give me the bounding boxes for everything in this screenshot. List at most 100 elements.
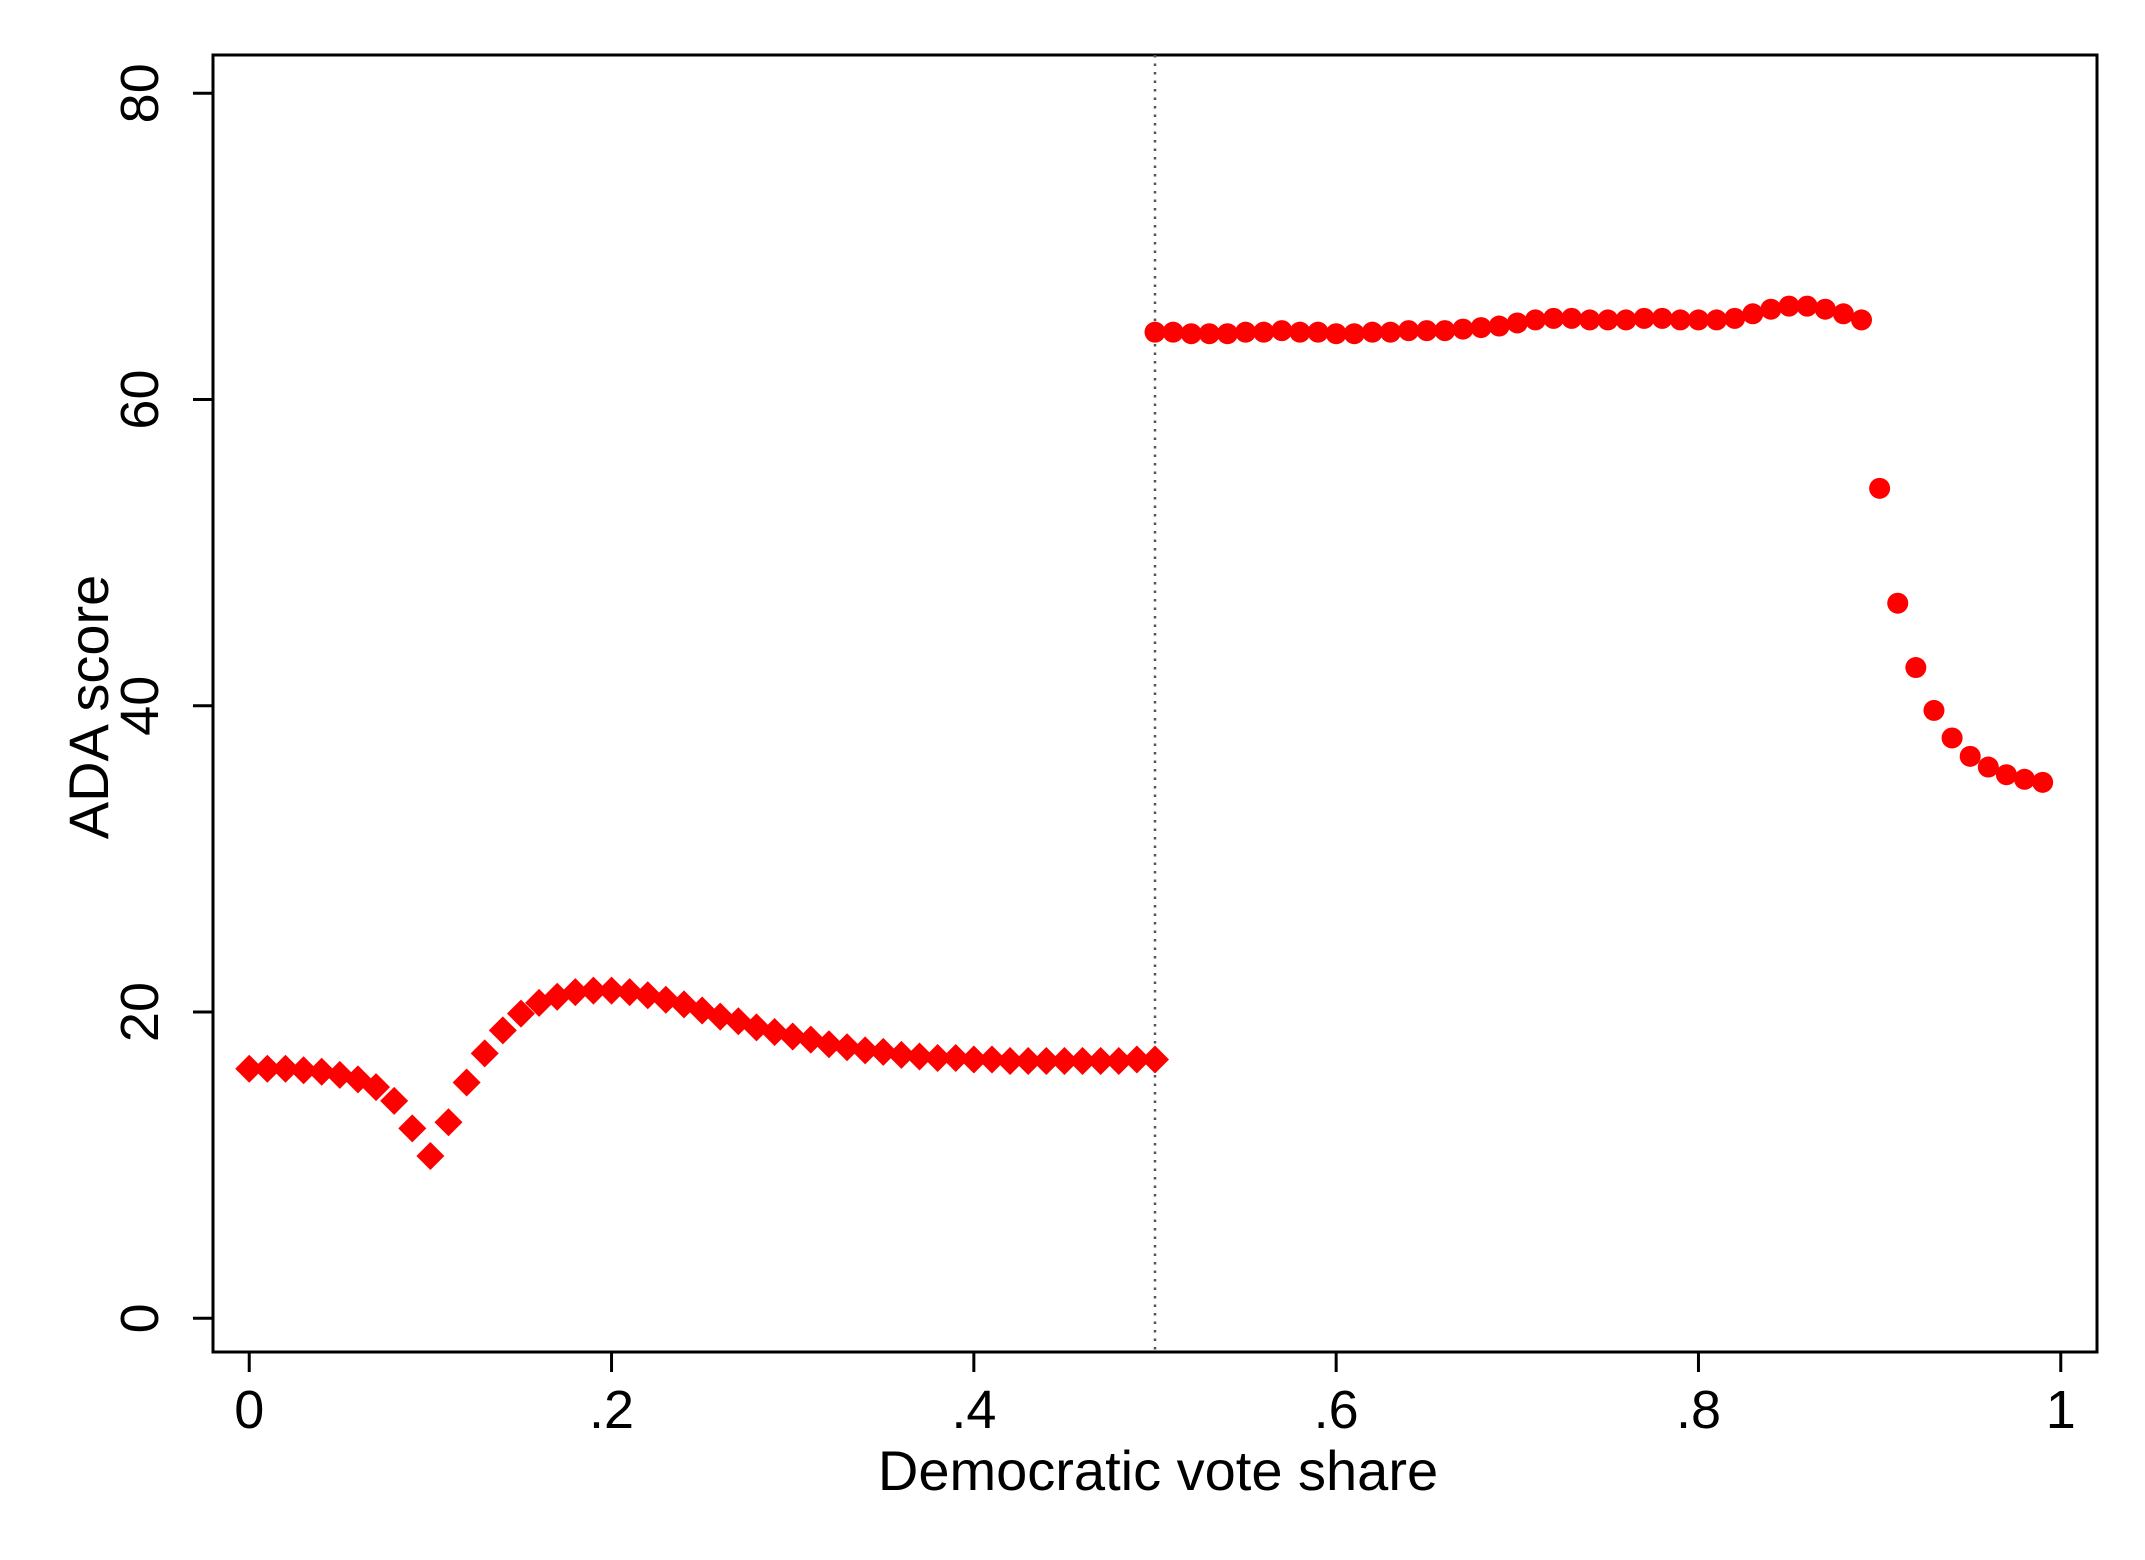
data-point-circle xyxy=(1615,309,1637,331)
data-point-diamond xyxy=(996,1047,1025,1076)
data-point-circle xyxy=(1941,727,1963,749)
x-tick-label: .8 xyxy=(1676,1380,1721,1440)
data-point-diamond xyxy=(362,1073,391,1102)
x-tick-label: 0 xyxy=(234,1380,264,1440)
data-point-circle xyxy=(1271,320,1293,342)
y-axis: 0 20 40 60 80 xyxy=(110,63,213,1333)
data-point-diamond xyxy=(307,1057,336,1086)
data-point-circle xyxy=(1180,323,1202,345)
data-point-diamond xyxy=(1014,1047,1043,1076)
data-point-diamond xyxy=(1104,1047,1133,1076)
data-point-circle xyxy=(1434,320,1456,342)
data-point-diamond xyxy=(380,1086,409,1115)
data-point-diamond xyxy=(452,1068,481,1097)
data-point-circle xyxy=(1706,309,1728,331)
data-point-diamond xyxy=(416,1141,445,1170)
y-tick-label: 60 xyxy=(110,370,170,430)
data-point-circle xyxy=(1796,295,1818,317)
x-tick-label: 1 xyxy=(2046,1380,2076,1440)
data-point-circle xyxy=(1760,298,1782,320)
data-point-diamond xyxy=(869,1037,898,1066)
data-point-diamond xyxy=(905,1042,934,1071)
data-point-circle xyxy=(1579,309,1601,331)
data-point-circle xyxy=(1506,312,1528,334)
data-point-circle xyxy=(1361,321,1383,343)
data-point-diamond xyxy=(561,978,590,1007)
data-point-diamond xyxy=(959,1045,988,1074)
data-point-circle xyxy=(1687,309,1709,331)
data-point-circle xyxy=(1543,307,1565,329)
data-point-circle xyxy=(1995,764,2017,786)
x-axis: 0 .2 .4 .6 .8 1 xyxy=(234,1352,2076,1440)
y-tick-label: 0 xyxy=(110,1303,170,1333)
data-point-circle xyxy=(1253,321,1275,343)
data-point-diamond xyxy=(833,1033,862,1062)
data-point-diamond xyxy=(506,999,535,1028)
data-point-circle xyxy=(1724,307,1746,329)
data-point-circle xyxy=(2014,768,2036,790)
data-point-diamond xyxy=(289,1056,318,1085)
data-point-circle xyxy=(1216,323,1238,345)
data-point-circle xyxy=(1235,321,1257,343)
data-point-circle xyxy=(1325,323,1347,345)
data-point-diamond xyxy=(488,1016,517,1045)
data-point-circle xyxy=(1488,315,1510,337)
y-axis-title: ADA score xyxy=(57,575,120,840)
data-point-circle xyxy=(1452,318,1474,340)
data-point-diamond xyxy=(778,1022,807,1051)
data-point-circle xyxy=(1343,323,1365,345)
points-group xyxy=(235,295,2054,1170)
x-tick-label: .2 xyxy=(589,1380,634,1440)
data-point-diamond xyxy=(1141,1045,1169,1074)
data-point-circle xyxy=(1144,321,1166,343)
data-point-diamond xyxy=(941,1043,970,1072)
data-point-diamond xyxy=(688,996,717,1025)
data-point-diamond xyxy=(1086,1047,1115,1076)
data-point-diamond xyxy=(814,1030,843,1059)
x-tick-label: .4 xyxy=(951,1380,996,1440)
data-point-circle xyxy=(1887,592,1909,614)
data-point-circle xyxy=(1561,307,1583,329)
data-point-diamond xyxy=(579,976,608,1005)
y-tick-label: 20 xyxy=(110,982,170,1042)
data-point-circle xyxy=(1923,699,1945,721)
data-point-diamond xyxy=(851,1036,880,1065)
data-point-diamond xyxy=(1050,1047,1079,1076)
data-point-diamond xyxy=(253,1054,282,1083)
data-point-circle xyxy=(1959,745,1981,767)
x-tick-label: .6 xyxy=(1314,1380,1359,1440)
data-point-circle xyxy=(1832,303,1854,325)
data-point-circle xyxy=(1289,321,1311,343)
data-point-diamond xyxy=(1068,1047,1097,1076)
data-point-circle xyxy=(1198,323,1220,345)
data-point-circle xyxy=(1416,320,1438,342)
data-point-diamond xyxy=(977,1045,1006,1074)
data-point-circle xyxy=(1398,320,1420,342)
data-point-circle xyxy=(1597,309,1619,331)
x-axis-title: Democratic vote share xyxy=(878,1439,1438,1502)
data-point-diamond xyxy=(615,978,644,1007)
data-point-diamond xyxy=(724,1007,753,1036)
data-point-circle xyxy=(1307,321,1329,343)
data-point-diamond xyxy=(923,1043,952,1072)
data-point-circle xyxy=(1851,309,1872,331)
y-tick-label: 40 xyxy=(110,676,170,736)
data-point-circle xyxy=(1651,307,1673,329)
data-point-circle xyxy=(1869,477,1891,499)
data-point-diamond xyxy=(1122,1045,1151,1074)
data-point-circle xyxy=(1814,298,1836,320)
data-point-circle xyxy=(1905,657,1927,679)
data-point-diamond xyxy=(271,1054,300,1083)
data-point-diamond xyxy=(434,1108,463,1137)
data-point-circle xyxy=(1162,321,1184,343)
data-point-circle xyxy=(1742,303,1764,325)
data-point-diamond xyxy=(597,976,626,1005)
y-tick-label: 80 xyxy=(110,63,170,123)
data-point-circle xyxy=(1778,295,1800,317)
data-point-circle xyxy=(2032,771,2054,793)
data-point-circle xyxy=(1524,309,1546,331)
data-point-diamond xyxy=(470,1039,499,1068)
data-point-diamond xyxy=(887,1040,916,1069)
data-point-diamond xyxy=(1032,1047,1061,1076)
